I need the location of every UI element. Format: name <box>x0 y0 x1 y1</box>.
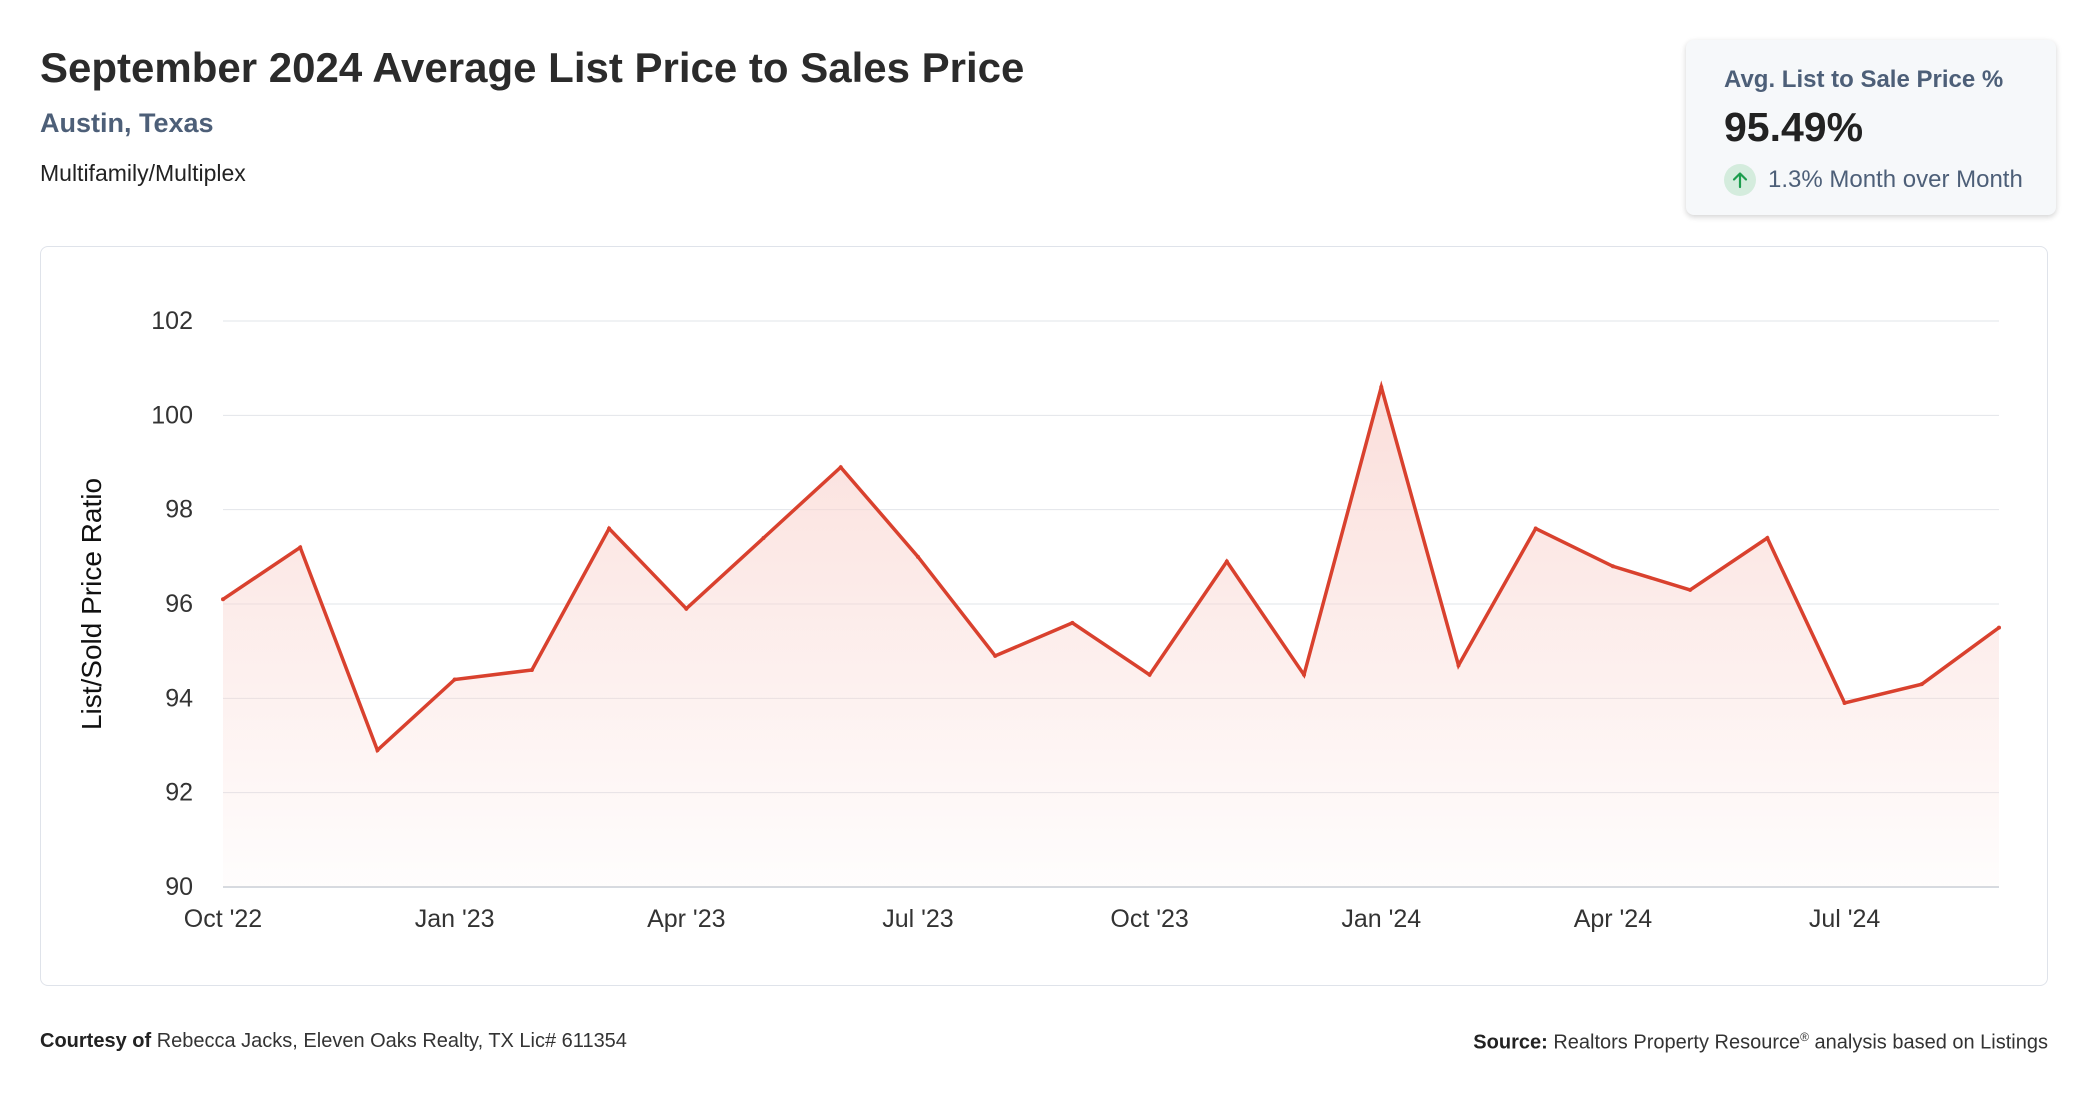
data-point-2022-11 <box>298 545 303 550</box>
y-tick-label: 98 <box>165 496 193 524</box>
data-point-2023-12 <box>1302 672 1307 677</box>
source-text: Realtors Property Resource <box>1553 1031 1801 1054</box>
courtesy-footer: Courtesy of Rebecca Jacks, Eleven Oaks R… <box>40 1030 627 1053</box>
page-title: September 2024 Average List Price to Sal… <box>40 44 1025 91</box>
data-point-2023-02 <box>529 668 534 673</box>
source-label: Source: <box>1473 1031 1548 1054</box>
data-point-2023-06 <box>838 465 843 470</box>
kpi-label: Avg. List to Sale Price % <box>1724 66 2004 93</box>
data-point-2024-06 <box>1765 535 1770 540</box>
x-tick-label: Oct '23 <box>1110 905 1188 933</box>
series-line <box>222 380 2001 754</box>
data-point-2022-10 <box>221 597 225 602</box>
y-tick-label: 94 <box>165 684 193 712</box>
series-area <box>223 387 1999 887</box>
data-point-2022-12 <box>375 748 380 753</box>
data-point-2023-09 <box>1070 620 1075 625</box>
source-footer: Source: Realtors Property Resource® anal… <box>1473 1030 2048 1055</box>
y-tick-label: 92 <box>165 779 193 807</box>
property-category: Multifamily/Multiplex <box>40 160 246 186</box>
data-point-2024-04 <box>1610 564 1615 569</box>
data-point-2024-03 <box>1533 526 1538 531</box>
kpi-change: 1.3% Month over Month <box>1724 164 2023 196</box>
data-point-2023-11 <box>1224 559 1229 564</box>
data-point-2024-07 <box>1842 701 1847 706</box>
kpi-card: Avg. List to Sale Price % 95.49% 1.3% Mo… <box>1686 40 2056 215</box>
x-tick-label: Jan '23 <box>415 905 495 933</box>
y-axis-title: List/Sold Price Ratio <box>76 478 107 730</box>
x-tick-label: Jul '24 <box>1809 905 1881 933</box>
registered-mark: ® <box>1800 1030 1809 1044</box>
data-point-2024-08 <box>1919 682 1924 687</box>
x-tick-label: Jan '24 <box>1341 905 1421 933</box>
y-tick-label: 96 <box>165 590 193 618</box>
kpi-change-text: 1.3% Month over Month <box>1768 166 2023 193</box>
data-point-2024-05 <box>1688 587 1693 592</box>
courtesy-text: Rebecca Jacks, Eleven Oaks Realty, TX Li… <box>156 1030 627 1052</box>
data-point-2023-08 <box>993 653 998 658</box>
data-point-2024-02 <box>1456 663 1461 668</box>
data-point-2024-01 <box>1379 385 1384 390</box>
arrow-up-icon <box>1724 164 1756 196</box>
source-text-2: analysis based on Listings <box>1814 1031 2048 1054</box>
x-tick-label: Apr '23 <box>647 905 725 933</box>
data-point-2023-10 <box>1147 672 1152 677</box>
x-tick-label: Jul '23 <box>882 905 953 933</box>
chart-container: 90 92 94 96 98 100 102 Oct '22 Jan '23 Apr '23 Jul… <box>40 246 2048 986</box>
y-tick-label: 102 <box>151 307 193 335</box>
y-tick-label: 100 <box>151 401 193 429</box>
data-point-2023-07 <box>915 554 920 559</box>
kpi-value: 95.49% <box>1724 104 1864 150</box>
line-chart: 90 92 94 96 98 100 102 Oct '22 Jan '23 Apr '23 Jul… <box>76 307 2001 933</box>
data-point-2024-09 <box>1997 625 2001 630</box>
location-subtitle: Austin, Texas <box>40 108 214 138</box>
data-point-2023-04 <box>684 606 689 611</box>
data-point-2023-03 <box>607 526 612 531</box>
data-point-2023-05 <box>761 535 766 540</box>
data-point-2023-01 <box>452 677 457 682</box>
y-tick-label: 90 <box>165 873 193 901</box>
courtesy-label: Courtesy of <box>40 1030 152 1052</box>
x-tick-label: Oct '22 <box>184 905 262 933</box>
x-tick-label: Apr '24 <box>1574 905 1653 933</box>
